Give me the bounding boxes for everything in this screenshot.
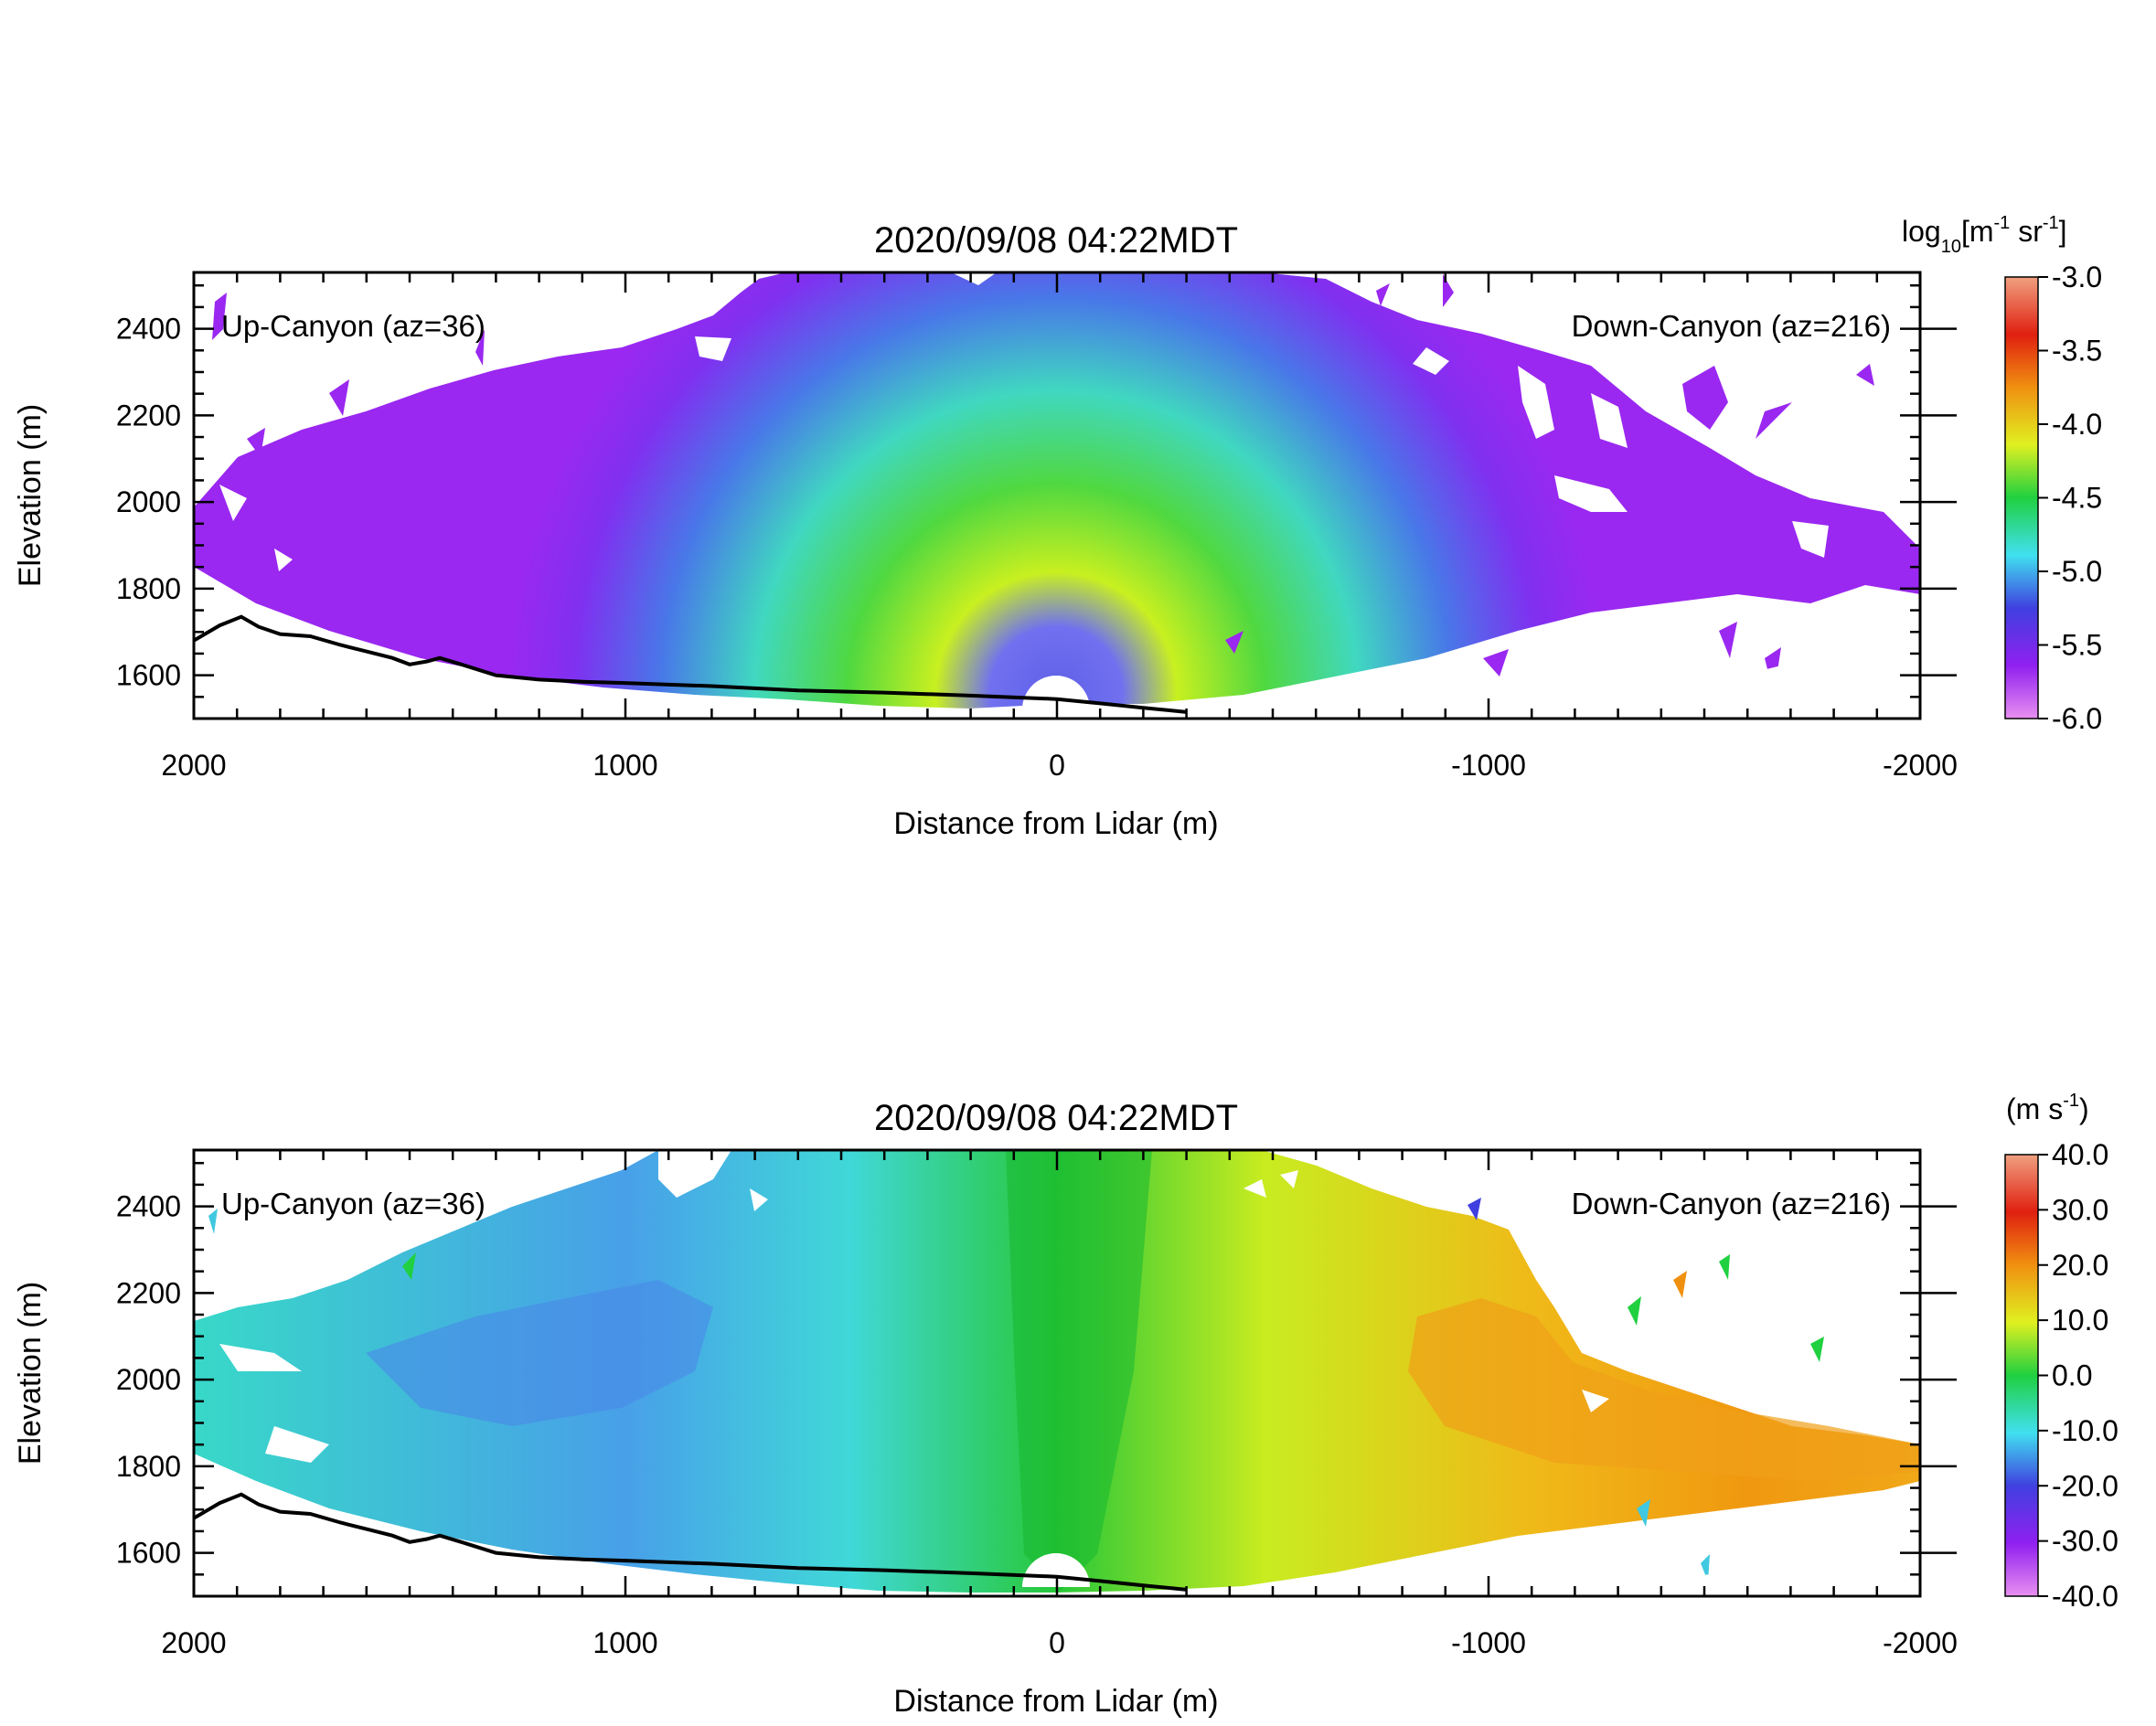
x-tick-label: 0 [1049,1626,1065,1659]
y-tick-label: 1600 [116,659,181,692]
colorbar-scale [2004,1154,2039,1597]
colorbar-tick-label: -5.5 [2052,629,2102,662]
x-tick-label: 0 [1049,749,1065,782]
annotation-up-canyon: Up-Canyon (az=36) [221,1187,486,1220]
colorbar-tick-labels: 40.0 30.0 20.0 10.0 0.0 -10.0 -20.0 -30.0 -40.0 [2038,1138,2119,1613]
y-tick-label: 2000 [116,1363,181,1396]
axis-tick-labels: 2000 1000 0 -1000 -2000 1600 1800 2000 2200 2400 [116,1190,1958,1659]
colorbar-tick-label: 10.0 [2052,1304,2108,1337]
annotation-up-canyon: Up-Canyon (az=36) [221,309,486,343]
panel-title: 2020/09/08 04:22MDT [874,1098,1238,1138]
colorbar-unit: (m s-1) [2006,1091,2089,1125]
velocity-field [194,1150,1920,1596]
colorbar-tick-label: -6.0 [2052,702,2102,735]
axis-tick-labels: 2000 1000 0 -1000 -2000 1600 1800 2000 2200 2400 [116,313,1958,782]
x-tick-label: -2000 [1883,749,1958,782]
y-tick-label: 2200 [116,399,181,432]
y-axis-label: Elevation (m) [13,404,48,587]
colorbar-tick-label: -4.5 [2052,482,2102,515]
colorbar-tick-label: 30.0 [2052,1193,2108,1226]
colorbar-scale [2004,276,2039,719]
near-ground-blank [194,1472,1920,1596]
x-tick-label: -1000 [1451,1626,1526,1659]
annotation-down-canyon: Down-Canyon (az=216) [1572,1187,1891,1220]
x-axis-label: Distance from Lidar (m) [893,1684,1218,1719]
backscatter-speckles [212,274,1874,695]
colorbar-tick-label: -4.0 [2052,408,2102,441]
velocity-speckles [208,1198,1824,1582]
terrain-line [194,1492,1187,1592]
x-axis-label: Distance from Lidar (m) [893,806,1218,841]
axis-ticks [192,272,1957,720]
colorbar-tick-label: -5.0 [2052,555,2102,588]
colorbar-tick-label: -10.0 [2052,1414,2119,1447]
colorbar-tick-label: 40.0 [2052,1138,2108,1171]
y-axis-label: Elevation (m) [13,1282,48,1465]
terrain-line [194,614,1187,714]
x-tick-label: -2000 [1883,1626,1958,1659]
velocity-gaps [219,1150,1609,1463]
backscatter-panel: 2020/09/08 04:22MDT [13,213,2102,841]
velocity-core-down [1408,1298,1920,1481]
colorbar-unit: log10[m-1 sr-1] [1902,213,2067,257]
colorbar: -3.0 -3.5 -4.0 -4.5 -5.0 -5.5 -6.0 log10[m-1 s… [1902,213,2102,735]
y-tick-label: 2200 [116,1276,181,1309]
velocity-panel: 2020/09/08 04:22MDT [13,1091,2119,1719]
x-tick-label: -1000 [1451,749,1526,782]
panel-title: 2020/09/08 04:22MDT [874,220,1238,261]
y-tick-label: 1800 [116,572,181,605]
velocity-core-up [366,1280,713,1426]
backscatter-field [194,272,1920,719]
y-tick-label: 2000 [116,485,181,518]
axis-ticks [192,1150,1957,1598]
colorbar: 40.030.020.010.00.0-10.0-20.0-30.0-40.0 … [2004,1091,2119,1613]
colorbar-tick-label: 20.0 [2052,1249,2108,1282]
colorbar-tick-label: -3.5 [2052,335,2102,368]
y-tick-label: 2400 [116,1190,181,1223]
colorbar-tick-label: 0.0 [2052,1359,2092,1392]
y-tick-label: 2400 [116,313,181,346]
colorbar-tick-label: -30.0 [2052,1525,2119,1558]
y-tick-label: 1800 [116,1450,181,1483]
x-tick-label: 2000 [161,749,226,782]
x-tick-label: 1000 [592,749,657,782]
velocity-core-zero [1006,1150,1152,1591]
backscatter-gaps [219,272,1829,571]
annotation-down-canyon: Down-Canyon (az=216) [1572,309,1891,343]
colorbar-tick-label: -40.0 [2052,1580,2119,1613]
near-ground-blank [194,594,1920,719]
y-tick-label: 1600 [116,1537,181,1570]
colorbar-tick-label: -3.0 [2052,261,2102,293]
x-tick-label: 1000 [592,1626,657,1659]
backscatter-echo-region [194,272,1920,709]
x-tick-label: 2000 [161,1626,226,1659]
colorbar-tick-label: -20.0 [2052,1469,2119,1502]
colorbar-tick-labels: -3.0 -3.5 -4.0 -4.5 -5.0 -5.5 -6.0 [2038,261,2102,735]
